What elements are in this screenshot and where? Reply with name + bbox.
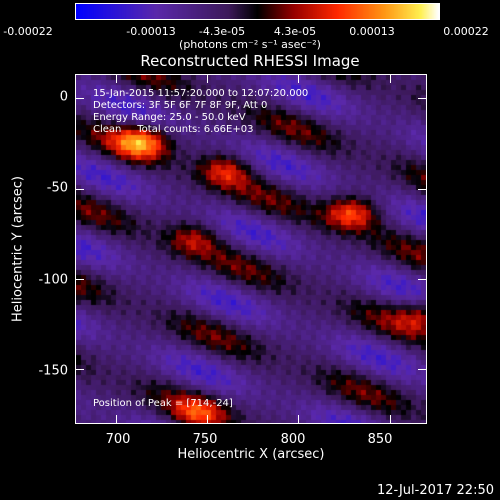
x-tick-label: 700 — [105, 432, 131, 447]
y-tick-mark — [76, 98, 84, 100]
colorbar-units: (photons cm⁻² s⁻¹ asec⁻²) — [179, 38, 321, 51]
colorbar-tick-label: -4.3e-05 — [198, 25, 246, 38]
clean-counts-annotation: Clean Total counts: 6.66E+03 — [93, 124, 254, 135]
x-tick-mark — [116, 415, 118, 423]
x-tick-mark — [116, 75, 118, 83]
x-tick-label: 850 — [367, 432, 393, 447]
heatmap-image — [76, 75, 426, 423]
x-tick-mark — [298, 75, 300, 83]
y-tick-label: 0 — [59, 89, 68, 105]
time-range-annotation: 15-Jan-2015 11:57:20.000 to 12:07:20.000 — [93, 88, 309, 99]
x-tick-label: 800 — [280, 432, 306, 447]
x-tick-mark — [207, 415, 209, 423]
y-tick-label: -100 — [38, 272, 68, 288]
x-tick-mark — [207, 75, 209, 83]
y-tick-mark — [418, 368, 426, 370]
plot-area: 15-Jan-2015 11:57:20.000 to 12:07:20.000… — [75, 74, 427, 424]
x-axis-label: Heliocentric X (arcsec) — [177, 447, 325, 462]
footer-timestamp: 12-Jul-2017 22:50 — [376, 483, 494, 498]
x-tick-mark — [298, 415, 300, 423]
colorbar-tick-label: 0.00022 — [443, 25, 489, 38]
y-tick-mark — [418, 188, 426, 190]
y-tick-label: -150 — [38, 363, 68, 379]
colorbar-tick-label: -0.00013 — [126, 25, 176, 38]
y-tick-mark — [418, 278, 426, 280]
y-tick-mark — [76, 188, 84, 190]
x-tick-mark — [389, 415, 391, 423]
y-tick-label: -50 — [46, 180, 68, 196]
detectors-annotation: Detectors: 3F 5F 6F 7F 8F 9F, Att 0 — [93, 100, 268, 111]
peak-position-annotation: Position of Peak = [714,-24] — [93, 398, 233, 409]
y-axis-label: Heliocentric Y (arcsec) — [10, 176, 26, 322]
chart-title: Reconstructed RHESSI Image — [140, 52, 360, 70]
x-tick-label: 750 — [192, 432, 218, 447]
colorbar-tick-label: 4.3e-05 — [273, 25, 317, 38]
colorbar-tick-label: -0.00022 — [3, 25, 53, 38]
y-tick-mark — [76, 368, 84, 370]
x-tick-mark — [389, 75, 391, 83]
y-tick-mark — [418, 98, 426, 100]
y-tick-mark — [76, 278, 84, 280]
energy-range-annotation: Energy Range: 25.0 - 50.0 keV — [93, 112, 246, 123]
colorbar — [75, 3, 440, 20]
colorbar-tick-label: 0.00013 — [349, 25, 395, 38]
